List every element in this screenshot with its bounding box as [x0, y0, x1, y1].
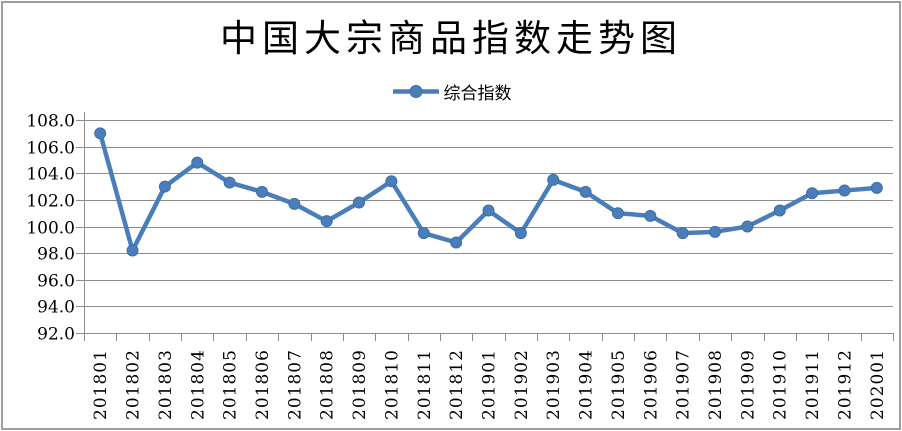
- y-axis-label: 94.0: [37, 298, 75, 318]
- data-point-marker: [676, 227, 689, 240]
- chart-title: 中国大宗商品指数走势图: [220, 17, 682, 60]
- legend-line-marker-icon: [392, 85, 439, 98]
- x-axis-label: 201803: [156, 349, 176, 420]
- x-axis-label: 201901: [480, 349, 500, 420]
- data-point-marker: [353, 196, 366, 209]
- x-axis-label: 201806: [253, 349, 273, 420]
- x-axis-label: 201907: [674, 349, 694, 420]
- x-axis-label: 202001: [868, 349, 888, 420]
- x-axis-label: 201805: [221, 349, 241, 420]
- data-point-marker: [611, 207, 624, 220]
- x-axis-label: 201807: [285, 349, 305, 420]
- x-axis-label: 201802: [124, 349, 144, 420]
- x-axis-label: 201804: [188, 349, 208, 420]
- data-point-marker: [223, 176, 236, 189]
- data-point-marker: [450, 236, 463, 249]
- data-point-marker: [773, 204, 786, 217]
- x-axis-label: 201912: [835, 349, 855, 420]
- data-point-marker: [126, 244, 139, 257]
- x-axis-label: 201903: [544, 349, 564, 420]
- x-axis-label: 201810: [382, 349, 402, 420]
- data-point-marker: [158, 180, 171, 193]
- x-axis-label: 201811: [415, 349, 435, 420]
- legend-label: 综合指数: [443, 84, 512, 104]
- data-point-marker: [514, 227, 527, 240]
- data-point-marker: [288, 197, 301, 210]
- data-point-marker: [870, 181, 883, 194]
- chart-legend: 综合指数: [0, 79, 902, 104]
- data-point-marker: [320, 215, 333, 228]
- y-axis-label: 96.0: [37, 272, 75, 292]
- y-axis-label: 100.0: [26, 219, 75, 239]
- data-point-marker: [644, 209, 657, 222]
- data-point-marker: [579, 185, 592, 198]
- data-point-marker: [806, 187, 819, 200]
- y-axis-label: 98.0: [37, 245, 75, 265]
- x-axis-label: 201905: [609, 349, 629, 420]
- y-axis-label: 108.0: [26, 112, 75, 132]
- x-axis-label: 201911: [803, 349, 823, 420]
- data-point-marker: [709, 225, 722, 238]
- x-axis-label: 201812: [447, 349, 467, 420]
- x-axis-label: 201801: [91, 349, 111, 420]
- data-point-marker: [385, 175, 398, 188]
- x-axis-label: 201906: [641, 349, 661, 420]
- data-point-marker: [94, 127, 107, 140]
- data-point-marker: [741, 220, 754, 233]
- data-point-marker: [547, 173, 560, 186]
- data-point-marker: [255, 185, 268, 198]
- x-axis-label: 201809: [350, 349, 370, 420]
- x-axis-label: 201902: [512, 349, 532, 420]
- y-axis-label: 102.0: [26, 192, 75, 212]
- data-point-marker: [838, 184, 851, 197]
- y-axis-label: 92.0: [37, 325, 75, 345]
- x-axis-label: 201910: [771, 349, 791, 420]
- y-axis-label: 104.0: [26, 165, 75, 185]
- x-axis-label: 201909: [738, 349, 758, 420]
- y-axis-label: 106.0: [26, 139, 75, 159]
- series-line: [97, 131, 880, 253]
- data-point-marker: [482, 204, 495, 217]
- x-axis-label: 201904: [577, 349, 597, 420]
- x-axis-label: 201908: [706, 349, 726, 420]
- x-axis-label: 201808: [318, 349, 338, 420]
- data-point-marker: [191, 156, 204, 169]
- data-point-marker: [417, 227, 430, 240]
